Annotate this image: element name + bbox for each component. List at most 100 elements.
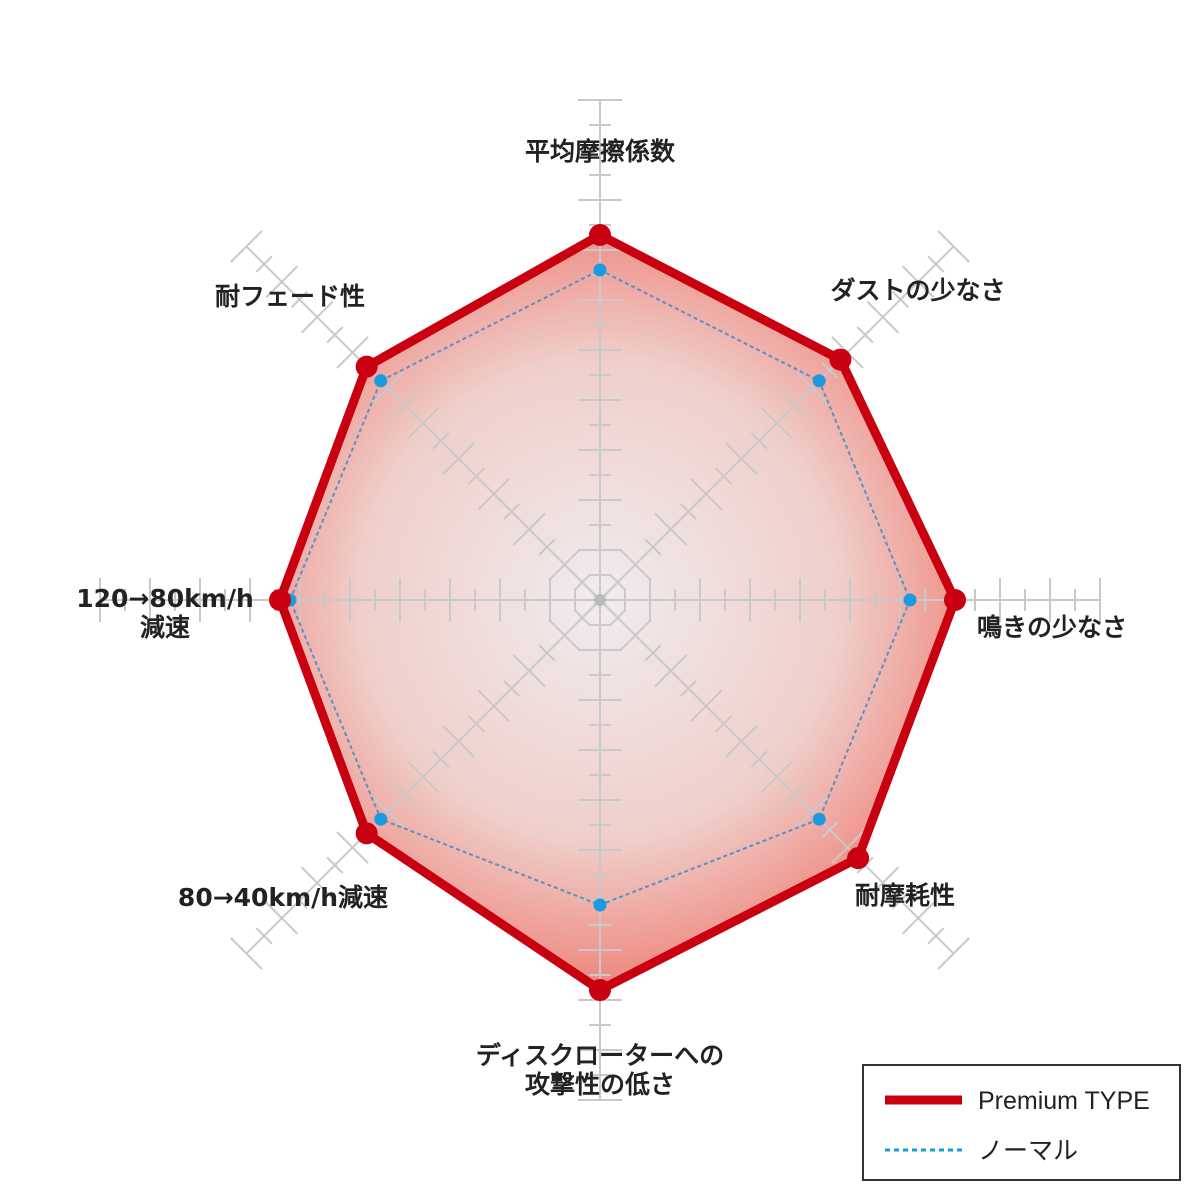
major-tick — [795, 795, 829, 829]
major-tick — [760, 406, 794, 440]
major-tick — [265, 901, 299, 935]
major-tick — [406, 406, 440, 440]
minor-tick — [326, 326, 344, 344]
major-tick — [548, 548, 581, 581]
major-tick — [513, 513, 546, 546]
legend: Premium TYPE ノーマル — [862, 1064, 1181, 1181]
minor-tick — [432, 432, 450, 450]
axis-label: 耐摩耗性 — [855, 881, 955, 910]
major-tick — [619, 548, 652, 581]
major-tick — [760, 760, 794, 794]
minor-tick — [715, 467, 733, 485]
minor-tick — [397, 397, 415, 415]
premium-point — [355, 355, 378, 378]
normal-point — [593, 898, 607, 912]
axis-label: ダストの少なさ — [830, 276, 1005, 305]
major-tick — [937, 937, 970, 970]
normal-point — [812, 374, 826, 388]
major-tick — [477, 689, 511, 723]
major-tick — [619, 619, 652, 652]
minor-tick — [255, 255, 273, 273]
major-tick — [654, 513, 687, 546]
major-tick — [371, 795, 405, 829]
axis-label: 耐フェード性 — [215, 282, 365, 311]
major-tick — [477, 477, 511, 511]
premium-point — [269, 589, 291, 611]
premium-point — [355, 822, 378, 845]
center-dot — [594, 594, 606, 606]
minor-tick — [503, 503, 521, 521]
major-tick — [442, 442, 475, 475]
minor-tick — [821, 821, 839, 839]
major-tick — [689, 689, 723, 723]
minor-tick — [644, 538, 662, 556]
premium-point — [944, 589, 966, 611]
axis-label: 120→80km/h — [76, 584, 254, 613]
major-tick — [831, 831, 864, 864]
minor-tick — [609, 573, 627, 591]
minor-tick — [432, 750, 450, 768]
major-tick — [513, 654, 546, 687]
minor-tick — [785, 397, 803, 415]
minor-tick — [573, 609, 591, 627]
axis-label: 鳴きの少なさ — [977, 613, 1127, 642]
premium-point — [829, 348, 852, 371]
minor-tick — [538, 538, 556, 556]
major-tick — [654, 654, 687, 687]
major-tick — [725, 442, 758, 475]
major-tick — [265, 265, 299, 299]
axis-label: 攻撃性の低さ — [525, 1070, 675, 1099]
major-tick — [725, 725, 758, 758]
minor-tick — [750, 432, 768, 450]
minor-tick — [609, 609, 627, 627]
minor-tick — [290, 892, 308, 910]
minor-tick — [785, 785, 803, 803]
minor-tick — [892, 290, 910, 308]
normal-point — [812, 812, 826, 826]
major-tick — [901, 265, 935, 299]
minor-tick — [750, 750, 768, 768]
major-tick — [336, 831, 369, 864]
premium-point — [589, 224, 611, 246]
minor-tick — [679, 503, 697, 521]
minor-tick — [538, 644, 556, 662]
major-tick — [230, 937, 263, 970]
legend-box — [862, 1064, 1181, 1181]
normal-point — [903, 593, 917, 607]
axis-label: ディスクローターへの — [476, 1041, 724, 1070]
minor-tick — [927, 255, 945, 273]
minor-tick — [821, 361, 839, 379]
normal-point — [374, 812, 388, 826]
premium-area-fill — [280, 235, 955, 990]
major-tick — [442, 725, 475, 758]
legend-label-premium: Premium TYPE — [978, 1087, 1150, 1115]
major-tick — [336, 336, 369, 369]
major-tick — [901, 901, 935, 935]
minor-tick — [326, 856, 344, 874]
minor-tick — [467, 715, 485, 733]
minor-tick — [467, 467, 485, 485]
legend-label-normal: ノーマル — [978, 1137, 1078, 1165]
premium-point — [847, 847, 870, 870]
premium-point — [589, 979, 611, 1001]
major-tick — [371, 371, 405, 405]
normal-point — [374, 374, 388, 388]
major-tick — [937, 230, 970, 263]
major-tick — [866, 866, 900, 900]
major-tick — [548, 619, 581, 652]
minor-tick — [856, 326, 874, 344]
minor-tick — [255, 927, 273, 945]
major-tick — [230, 230, 263, 263]
minor-tick — [679, 679, 697, 697]
axis-label: 80→40km/h減速 — [178, 883, 388, 912]
minor-tick — [644, 644, 662, 662]
minor-tick — [927, 927, 945, 945]
major-tick — [300, 300, 334, 334]
major-tick — [406, 760, 440, 794]
axis-label: 減速 — [140, 613, 190, 642]
minor-tick — [290, 290, 308, 308]
minor-tick — [573, 573, 591, 591]
major-tick — [795, 371, 829, 405]
